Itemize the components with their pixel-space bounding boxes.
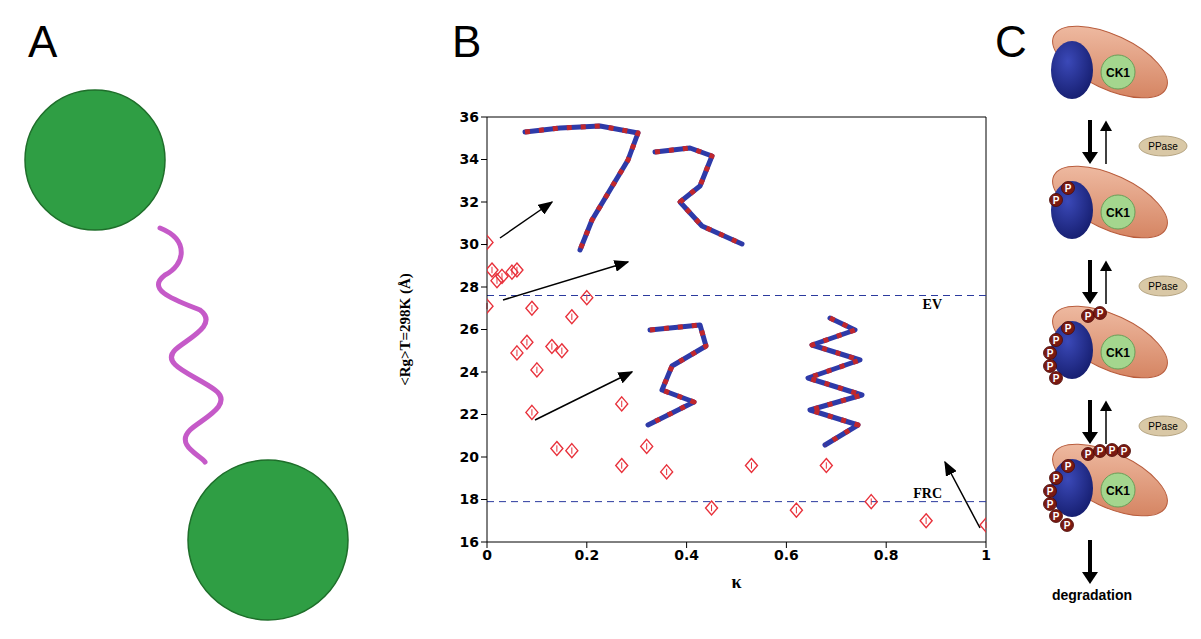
svg-text:36: 36 <box>460 109 479 125</box>
svg-text:P: P <box>1047 348 1054 359</box>
svg-text:P: P <box>1053 511 1060 522</box>
svg-text:22: 22 <box>460 406 479 422</box>
svg-text:24: 24 <box>460 364 480 380</box>
svg-text:P: P <box>1097 308 1104 319</box>
svg-text:0.2: 0.2 <box>574 547 599 563</box>
svg-text:P: P <box>1065 183 1072 194</box>
svg-text:FRC: FRC <box>913 486 942 501</box>
svg-text:34: 34 <box>460 151 480 167</box>
svg-text:P: P <box>1065 323 1072 334</box>
svg-text:CK1: CK1 <box>1106 346 1130 360</box>
svg-text:CK1: CK1 <box>1106 484 1130 498</box>
svg-text:EV: EV <box>923 297 942 312</box>
svg-text:0.8: 0.8 <box>874 547 899 563</box>
svg-text:28: 28 <box>460 279 479 295</box>
html-text:C: C <box>995 17 1027 66</box>
svg-text:32: 32 <box>460 194 479 210</box>
svg-text:P: P <box>1064 520 1071 531</box>
svg-text:PPase: PPase <box>1148 281 1178 292</box>
svg-text:1: 1 <box>981 547 991 563</box>
svg-text:20: 20 <box>460 449 480 465</box>
html-text:B: B <box>452 17 482 66</box>
svg-text:P: P <box>1047 486 1054 497</box>
svg-text:P: P <box>1047 499 1054 510</box>
svg-text:CK1: CK1 <box>1106 66 1130 80</box>
html-text:A: A <box>28 17 58 66</box>
svg-text:0.4: 0.4 <box>674 547 699 563</box>
svg-text:P: P <box>1053 195 1060 206</box>
svg-text:P: P <box>1121 446 1128 457</box>
svg-text:18: 18 <box>460 491 479 507</box>
svg-text:0: 0 <box>482 547 492 563</box>
svg-text:0.6: 0.6 <box>774 547 799 563</box>
svg-text:<Rg>T=298K (Å): <Rg>T=298K (Å) <box>397 273 414 386</box>
svg-text:κ: κ <box>732 572 742 592</box>
svg-text:P: P <box>1085 311 1092 322</box>
svg-text:P: P <box>1047 361 1054 372</box>
svg-text:degradation: degradation <box>1052 587 1132 603</box>
svg-text:P: P <box>1053 473 1060 484</box>
svg-text:P: P <box>1065 461 1072 472</box>
svg-text:P: P <box>1085 449 1092 460</box>
svg-text:PPase: PPase <box>1148 421 1178 432</box>
svg-text:P: P <box>1053 373 1060 384</box>
svg-text:16: 16 <box>460 534 479 550</box>
svg-text:P: P <box>1097 446 1104 457</box>
svg-text:CK1: CK1 <box>1106 206 1130 220</box>
svg-text:30: 30 <box>460 236 480 252</box>
svg-text:26: 26 <box>460 321 479 337</box>
svg-text:P: P <box>1053 335 1060 346</box>
svg-text:P: P <box>1109 445 1116 456</box>
svg-text:PPase: PPase <box>1148 141 1178 152</box>
